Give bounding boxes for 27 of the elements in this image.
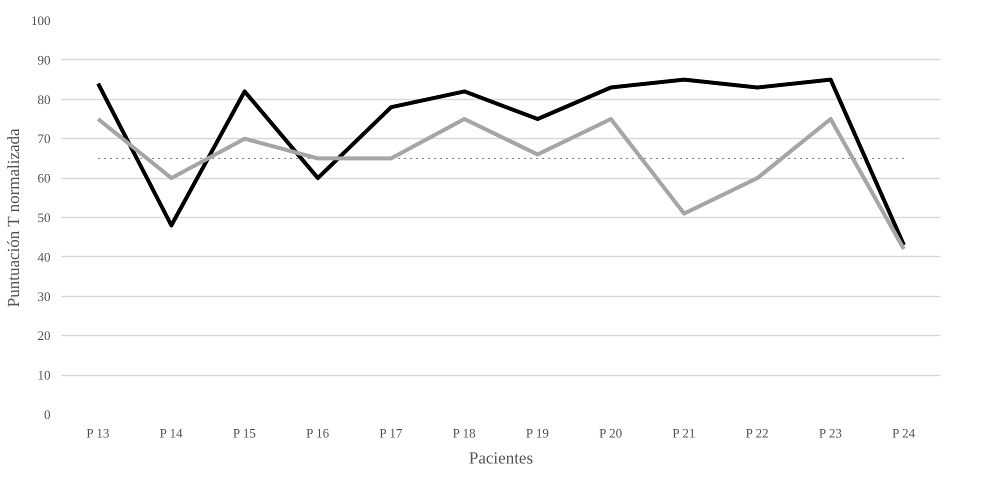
y-tick-label: 100: [31, 13, 50, 28]
x-tick-label: P 23: [818, 426, 842, 440]
x-tick-label: P 16: [306, 426, 330, 440]
y-tick-label: 40: [38, 249, 50, 264]
x-tick-label: P 24: [892, 426, 916, 440]
x-tick-label: P 19: [526, 426, 549, 440]
x-tick-label: P 20: [599, 426, 622, 440]
x-tick-label: P 21: [672, 426, 696, 440]
x-axis-title: Pacientes: [468, 448, 534, 468]
x-tick-label: P 14: [160, 426, 184, 440]
y-tick-label: 0: [44, 407, 50, 422]
y-tick-label: 20: [38, 328, 50, 344]
y-tick-label: 60: [38, 170, 50, 186]
x-tick-label: P 15: [232, 426, 256, 440]
y-axis-title: Puntuación T normalizada: [4, 128, 23, 308]
y-tick-label: 30: [38, 288, 50, 304]
x-tick-label: P 22: [746, 426, 769, 440]
line-series: [96, 117, 906, 252]
x-tick-label: P 18: [452, 426, 476, 440]
x-tick-label: P 17: [379, 426, 403, 440]
x-tick-label: P 13: [86, 426, 110, 440]
y-tick-label: 80: [38, 92, 50, 107]
y-tick-label: 90: [38, 52, 50, 68]
y-tick-label: 50: [38, 210, 50, 225]
y-tick-label: 70: [38, 131, 50, 146]
y-tick-label: 10: [38, 368, 50, 383]
line-series: [96, 78, 906, 248]
